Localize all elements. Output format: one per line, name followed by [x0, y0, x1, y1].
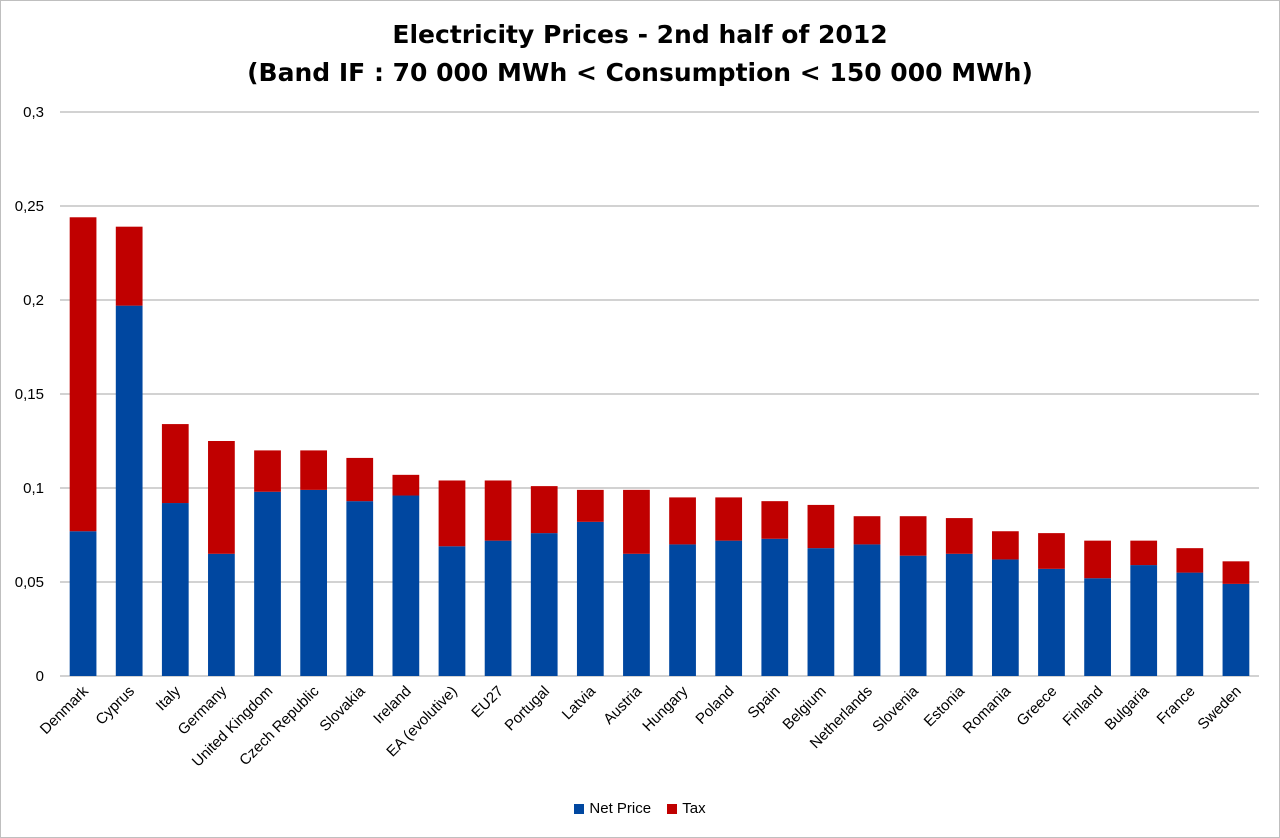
- y-tick-label: 0: [36, 668, 44, 685]
- bar-net-price-greece: [1038, 568, 1065, 676]
- bar-tax-ireland: [392, 474, 420, 496]
- chart-title-line1: Electricity Prices - 2nd half of 2012: [392, 20, 888, 49]
- bar-net-price-spain: [761, 538, 789, 676]
- bar-net-price-ea-evolutive: [438, 546, 466, 676]
- x-tick-label: Portugal: [502, 683, 554, 735]
- bar-tax-czech-republic: [300, 450, 328, 490]
- bar-net-price-estonia: [945, 553, 973, 676]
- y-tick-label: 0,3: [23, 104, 44, 121]
- bar-tax-italy: [161, 424, 189, 504]
- bar-net-price-romania: [991, 559, 1019, 676]
- x-tick-label: Ireland: [370, 683, 414, 727]
- bar-tax-slovenia: [899, 516, 927, 556]
- x-tick-label: Finland: [1060, 683, 1107, 730]
- bar-tax-hungary: [669, 497, 696, 545]
- legend-swatch-tax: [667, 803, 678, 814]
- bar-net-price-finland: [1084, 578, 1111, 676]
- bar-tax-estonia: [945, 518, 973, 554]
- bar-tax-ea-evolutive: [438, 480, 466, 547]
- x-tick-label: Slovakia: [316, 682, 369, 735]
- bar-tax-germany: [208, 441, 235, 554]
- bar-tax-bulgaria: [1130, 540, 1158, 566]
- bar-net-price-belgium: [807, 548, 835, 676]
- bar-net-price-eu27: [484, 540, 512, 676]
- bar-net-price-netherlands: [853, 544, 881, 676]
- bar-net-price-bulgaria: [1130, 565, 1158, 676]
- legend-swatch-net-price: [574, 803, 585, 814]
- bar-net-price-germany: [208, 553, 235, 676]
- x-tick-label: Sweden: [1194, 683, 1244, 733]
- bar-net-price-poland: [715, 540, 743, 676]
- bar-net-price-denmark: [69, 531, 97, 676]
- bar-net-price-ireland: [392, 495, 420, 676]
- bar-net-price-italy: [161, 503, 189, 676]
- y-tick-label: 0,15: [15, 386, 44, 403]
- x-tick-label: Hungary: [639, 682, 691, 734]
- bar-tax-finland: [1084, 540, 1111, 579]
- bar-tax-poland: [715, 497, 743, 541]
- x-tick-label: Bulgaria: [1102, 682, 1153, 733]
- x-tick-label: Cyprus: [92, 683, 138, 729]
- bar-net-price-sweden: [1222, 583, 1250, 676]
- bar-net-price-latvia: [576, 521, 604, 676]
- bar-tax-netherlands: [853, 516, 881, 545]
- x-tick-label: Spain: [744, 683, 783, 722]
- legend: Net Price Tax: [0, 800, 1280, 818]
- bar-net-price-portugal: [530, 533, 558, 676]
- x-tick-label: Denmark: [37, 682, 92, 737]
- bar-tax-spain: [761, 501, 789, 539]
- legend-label-tax: Tax: [682, 800, 706, 817]
- bar-tax-greece: [1038, 533, 1065, 569]
- legend-item-net-price: Net Price: [574, 800, 651, 817]
- x-tick-label: France: [1154, 683, 1199, 728]
- x-tick-label: Latvia: [559, 682, 600, 723]
- bar-tax-france: [1176, 548, 1204, 573]
- bar-tax-portugal: [530, 486, 558, 534]
- x-tick-label: Greece: [1013, 683, 1060, 730]
- bar-net-price-slovakia: [346, 501, 374, 676]
- bar-tax-united-kingdom: [254, 450, 281, 492]
- legend-label-net-price: Net Price: [589, 800, 652, 817]
- y-tick-label: 0,25: [15, 198, 44, 215]
- bar-net-price-united-kingdom: [254, 491, 281, 676]
- bar-net-price-slovenia: [899, 555, 927, 676]
- bar-tax-romania: [991, 531, 1019, 560]
- y-tick-label: 0,05: [15, 574, 44, 591]
- bar-net-price-austria: [623, 553, 650, 676]
- legend-item-tax: Tax: [667, 800, 706, 817]
- x-tick-label: Austria: [600, 682, 645, 727]
- x-tick-label: EU27: [468, 683, 507, 722]
- bar-tax-eu27: [484, 480, 512, 541]
- x-tick-label: Romania: [960, 682, 1015, 737]
- chart-title-line2: (Band IF : 70 000 MWh < Consumption < 15…: [247, 58, 1033, 87]
- x-tick-label: Poland: [692, 683, 737, 728]
- bar-net-price-hungary: [669, 544, 696, 676]
- bar-tax-belgium: [807, 504, 835, 549]
- bar-tax-denmark: [69, 217, 97, 532]
- x-tick-label: United Kingdom: [189, 683, 276, 770]
- x-tick-label: Italy: [153, 682, 185, 714]
- bar-tax-latvia: [576, 489, 604, 522]
- y-tick-label: 0,1: [23, 480, 44, 497]
- x-tick-label: Slovenia: [869, 682, 922, 735]
- bar-tax-austria: [623, 489, 650, 554]
- bar-tax-sweden: [1222, 561, 1250, 584]
- chart-title: Electricity Prices - 2nd half of 2012 (B…: [0, 16, 1280, 92]
- bar-net-price-cyprus: [115, 305, 143, 676]
- y-tick-label: 0,2: [23, 292, 44, 309]
- x-tick-label: Czech Republic: [236, 682, 323, 769]
- bar-net-price-france: [1176, 572, 1204, 676]
- bar-net-price-czech-republic: [300, 489, 328, 676]
- bar-tax-cyprus: [115, 226, 143, 306]
- bar-tax-slovakia: [346, 457, 374, 502]
